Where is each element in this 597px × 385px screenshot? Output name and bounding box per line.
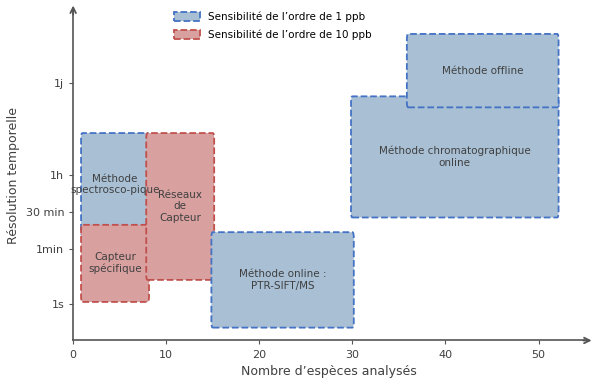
Text: Méthode offline: Méthode offline xyxy=(442,66,524,75)
FancyBboxPatch shape xyxy=(211,232,354,328)
Text: Réseaux
de
Capteur: Réseaux de Capteur xyxy=(158,190,202,223)
Text: Capteur
spécifique: Capteur spécifique xyxy=(88,252,142,275)
Legend: Sensibilité de l’ordre de 1 ppb, Sensibilité de l’ordre de 10 ppb: Sensibilité de l’ordre de 1 ppb, Sensibi… xyxy=(171,9,375,43)
Text: Méthode
spectrosco­pique: Méthode spectrosco­pique xyxy=(70,174,160,195)
Text: Méthode chromatographique
online: Méthode chromatographique online xyxy=(379,146,531,168)
FancyBboxPatch shape xyxy=(146,133,214,280)
Text: Méthode online :
PTR-SIFT/MS: Méthode online : PTR-SIFT/MS xyxy=(239,269,327,291)
FancyBboxPatch shape xyxy=(81,225,149,302)
Y-axis label: Résolution temporelle: Résolution temporelle xyxy=(7,107,20,244)
FancyBboxPatch shape xyxy=(351,96,559,218)
X-axis label: Nombre d’espèces analysés: Nombre d’espèces analysés xyxy=(241,365,417,378)
FancyBboxPatch shape xyxy=(407,34,559,107)
FancyBboxPatch shape xyxy=(81,133,149,236)
